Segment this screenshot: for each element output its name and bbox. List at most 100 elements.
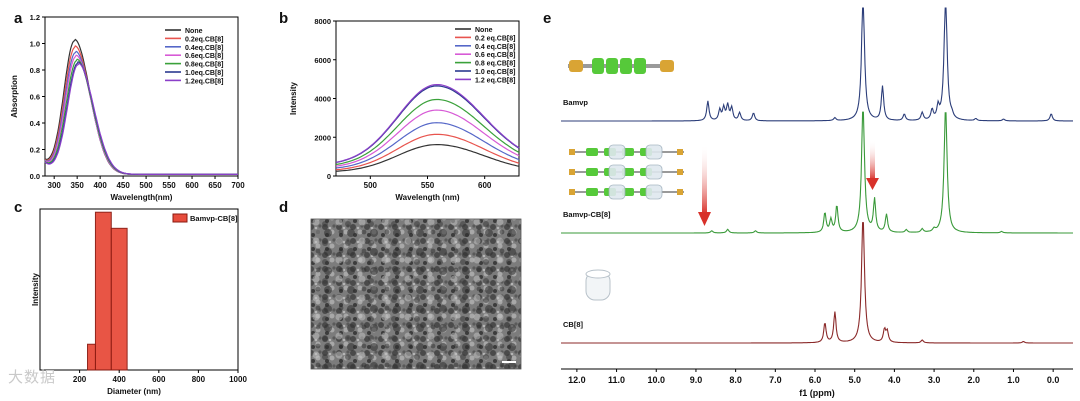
x-tick-label-a: 500 bbox=[139, 181, 153, 190]
x-tick-label-a: 300 bbox=[48, 181, 62, 190]
x-tick-label-e: 9.0 bbox=[690, 375, 703, 385]
complex-green-unit bbox=[586, 188, 598, 196]
y-tick-label-a: 0.8 bbox=[30, 66, 40, 75]
y-tick-label-a: 0.0 bbox=[30, 172, 40, 181]
molecule-end-group bbox=[569, 60, 583, 72]
shift-arrow-e bbox=[702, 144, 707, 214]
cb8-ring-icon bbox=[585, 269, 611, 301]
molecule-green-unit bbox=[606, 58, 618, 74]
y-tick-label-b: 0 bbox=[327, 172, 331, 181]
x-tick-label-e: 2.0 bbox=[968, 375, 981, 385]
molecule-green-unit bbox=[620, 58, 632, 74]
molecule-green-unit bbox=[592, 58, 604, 74]
y-tick-label-a: 0.2 bbox=[30, 146, 40, 155]
y-axis-label-a: Absorption bbox=[10, 75, 19, 118]
tem-image bbox=[310, 218, 522, 370]
shift-arrowhead-e bbox=[698, 212, 711, 226]
complex-end-group bbox=[569, 149, 575, 155]
complex-green-unit bbox=[586, 168, 598, 176]
plot-frame-c bbox=[39, 208, 239, 371]
x-tick-label-e: 12.0 bbox=[568, 375, 586, 385]
legend-label-b: 1.0 eq.CB[8] bbox=[475, 69, 515, 76]
x-tick-label-e: 0.0 bbox=[1047, 375, 1060, 385]
panel-letter-e: e bbox=[543, 10, 551, 27]
y-tick-label-a: 0.4 bbox=[30, 119, 41, 128]
molecule-green-unit bbox=[634, 58, 646, 74]
complex-green-unit bbox=[586, 148, 598, 156]
legend-label-b: 0.6 eq.CB[8] bbox=[475, 52, 515, 59]
x-axis-label-b: Wavelength (nm) bbox=[395, 193, 459, 202]
x-tick-label-a: 550 bbox=[162, 181, 176, 190]
y-tick-label-a: 1.0 bbox=[30, 40, 40, 49]
x-tick-label-b: 550 bbox=[421, 181, 435, 190]
x-tick-label-c: 400 bbox=[113, 375, 127, 384]
y-tick-label-a: 0.6 bbox=[30, 93, 40, 102]
complex-end-group bbox=[677, 189, 683, 195]
legend-label-a: 0.8eq.CB[8] bbox=[185, 62, 224, 69]
nmr-spectrum-e bbox=[561, 7, 1073, 122]
legend-swatch-c bbox=[172, 213, 188, 223]
x-tick-label-e: 3.0 bbox=[928, 375, 941, 385]
y-tick-label-b: 2000 bbox=[314, 133, 331, 142]
tem-texture bbox=[311, 219, 521, 369]
cb8-ring-icon bbox=[608, 184, 626, 200]
legend-label-a: 1.2eq.CB[8] bbox=[185, 78, 224, 85]
x-tick-label-c: 200 bbox=[73, 375, 87, 384]
cb8-ring-icon bbox=[645, 184, 663, 200]
series-line-b bbox=[335, 84, 520, 163]
legend-label-b: 0.4 eq.CB[8] bbox=[475, 44, 515, 51]
legend-label-a: 0.6eq.CB[8] bbox=[185, 53, 224, 60]
y-tick-label-a: 1.2 bbox=[30, 13, 40, 22]
legend-label-a: 1.0eq.CB[8] bbox=[185, 70, 224, 77]
x-tick-label-e: 5.0 bbox=[848, 375, 861, 385]
x-tick-label-a: 400 bbox=[93, 181, 107, 190]
scale-bar bbox=[502, 361, 516, 363]
series-line-a bbox=[44, 62, 238, 175]
legend-label-a: 0.4eq.CB[8] bbox=[185, 45, 224, 52]
series-line-b bbox=[335, 144, 520, 172]
bamvp-molecule-icon bbox=[568, 58, 674, 74]
legend-label-b: None bbox=[475, 27, 493, 34]
x-tick-label-c: 1000 bbox=[229, 375, 247, 384]
complex-icon bbox=[569, 144, 684, 200]
histogram-bar-c bbox=[94, 211, 112, 371]
series-line-b bbox=[335, 98, 520, 166]
panel-letter-b: b bbox=[279, 10, 288, 27]
histogram-bar-c bbox=[110, 227, 128, 371]
legend-label-b: 1.2 eq.CB[8] bbox=[475, 77, 515, 84]
ring-top bbox=[585, 269, 611, 279]
series-line-b bbox=[335, 133, 520, 171]
x-tick-label-a: 450 bbox=[116, 181, 130, 190]
x-axis-label-e: f1 (ppm) bbox=[799, 388, 835, 398]
shift-arrowhead-e bbox=[866, 178, 879, 190]
complex-end-group bbox=[677, 149, 683, 155]
legend-label-b: 0.8 eq.CB[8] bbox=[475, 61, 515, 68]
legend-label-b: 0.2 eq.CB[8] bbox=[475, 35, 515, 42]
x-axis-label-c: Diameter (nm) bbox=[107, 387, 161, 396]
x-tick-label-e: 10.0 bbox=[647, 375, 665, 385]
shift-arrow-e bbox=[870, 140, 875, 180]
x-tick-label-e: 8.0 bbox=[729, 375, 742, 385]
panel-letter-d: d bbox=[279, 199, 288, 216]
complex-end-group bbox=[569, 189, 575, 195]
y-tick-label-b: 4000 bbox=[314, 95, 331, 104]
cb8-ring-icon bbox=[608, 144, 626, 160]
series-label-e: Bamvp-CB[8] bbox=[563, 210, 611, 219]
cb8-ring-icon bbox=[608, 164, 626, 180]
x-axis-label-a: Wavelength(nm) bbox=[111, 193, 173, 202]
legend-label-a: 0.2eq.CB[8] bbox=[185, 36, 224, 43]
complex-end-group bbox=[677, 169, 683, 175]
x-tick-label-e: 11.0 bbox=[608, 375, 625, 385]
complex-end-group bbox=[569, 169, 575, 175]
series-label-e: Bamvp bbox=[563, 98, 588, 107]
nmr-spectrum-e bbox=[561, 222, 1073, 344]
series-line-b bbox=[335, 109, 520, 167]
y-axis-label-c: Intensity bbox=[31, 273, 40, 306]
series-line-b bbox=[335, 122, 520, 169]
x-tick-label-a: 650 bbox=[208, 181, 222, 190]
series-label-e: CB[8] bbox=[563, 320, 584, 329]
x-tick-label-e: 4.0 bbox=[888, 375, 901, 385]
x-tick-label-b: 600 bbox=[478, 181, 492, 190]
x-tick-label-a: 700 bbox=[231, 181, 245, 190]
